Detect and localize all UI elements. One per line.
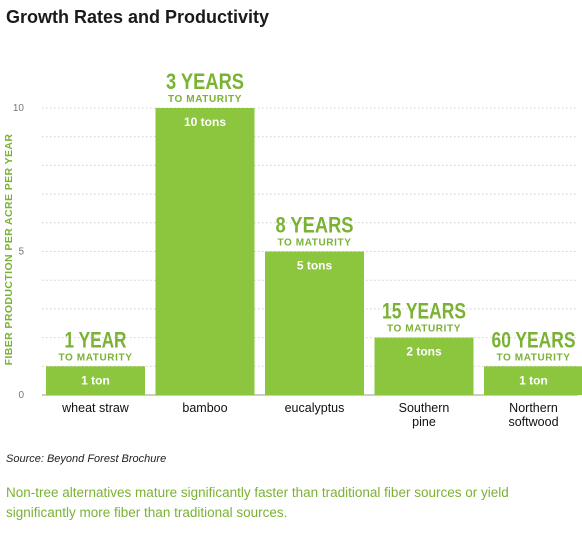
category-label: bamboo	[182, 401, 227, 415]
maturity-subtitle: TO MATURITY	[496, 352, 570, 363]
y-axis-label: FIBER PRODUCTION PER ACRE PER YEAR	[3, 134, 15, 366]
category-label: eucalyptus	[285, 401, 345, 415]
maturity-years-label: 8 YEARS	[276, 213, 354, 238]
bar	[484, 366, 582, 395]
source-note: Source: Beyond Forest Brochure	[6, 453, 167, 465]
bar-value-label: 5 tons	[297, 259, 333, 273]
bar-value-label: 10 tons	[184, 115, 226, 129]
y-tick-label: 5	[18, 247, 24, 258]
maturity-subtitle: TO MATURITY	[277, 238, 351, 249]
bar	[155, 108, 255, 395]
bar-value-label: 1 ton	[519, 373, 548, 387]
y-tick-label: 10	[13, 103, 25, 114]
bar	[265, 251, 364, 395]
chart-title: Growth Rates and Productivity	[6, 7, 270, 27]
maturity-years-label: 3 YEARS	[166, 69, 244, 94]
bar	[46, 366, 145, 395]
bar-value-label: 1 ton	[81, 373, 110, 387]
caption-text: Non-tree alternatives mature significant…	[6, 485, 509, 520]
y-axis-ticks: 0 5 10	[13, 103, 25, 401]
y-tick-label: 0	[18, 390, 24, 401]
category-label: Southern	[399, 401, 450, 415]
maturity-subtitle: TO MATURITY	[387, 324, 461, 335]
bar	[374, 337, 474, 395]
category-label: Northern	[509, 401, 558, 415]
maturity-subtitle: TO MATURITY	[168, 94, 242, 105]
maturity-subtitle: TO MATURITY	[58, 352, 132, 363]
maturity-years-label: 1 YEAR	[65, 327, 127, 352]
category-label: softwood	[508, 415, 558, 429]
maturity-years-label: 15 YEARS	[382, 299, 466, 324]
maturity-years-label: 60 YEARS	[492, 327, 576, 352]
category-label: pine	[412, 415, 436, 429]
category-label: wheat straw	[61, 401, 130, 415]
bars	[46, 108, 582, 395]
bar-value-label: 2 tons	[406, 345, 442, 359]
